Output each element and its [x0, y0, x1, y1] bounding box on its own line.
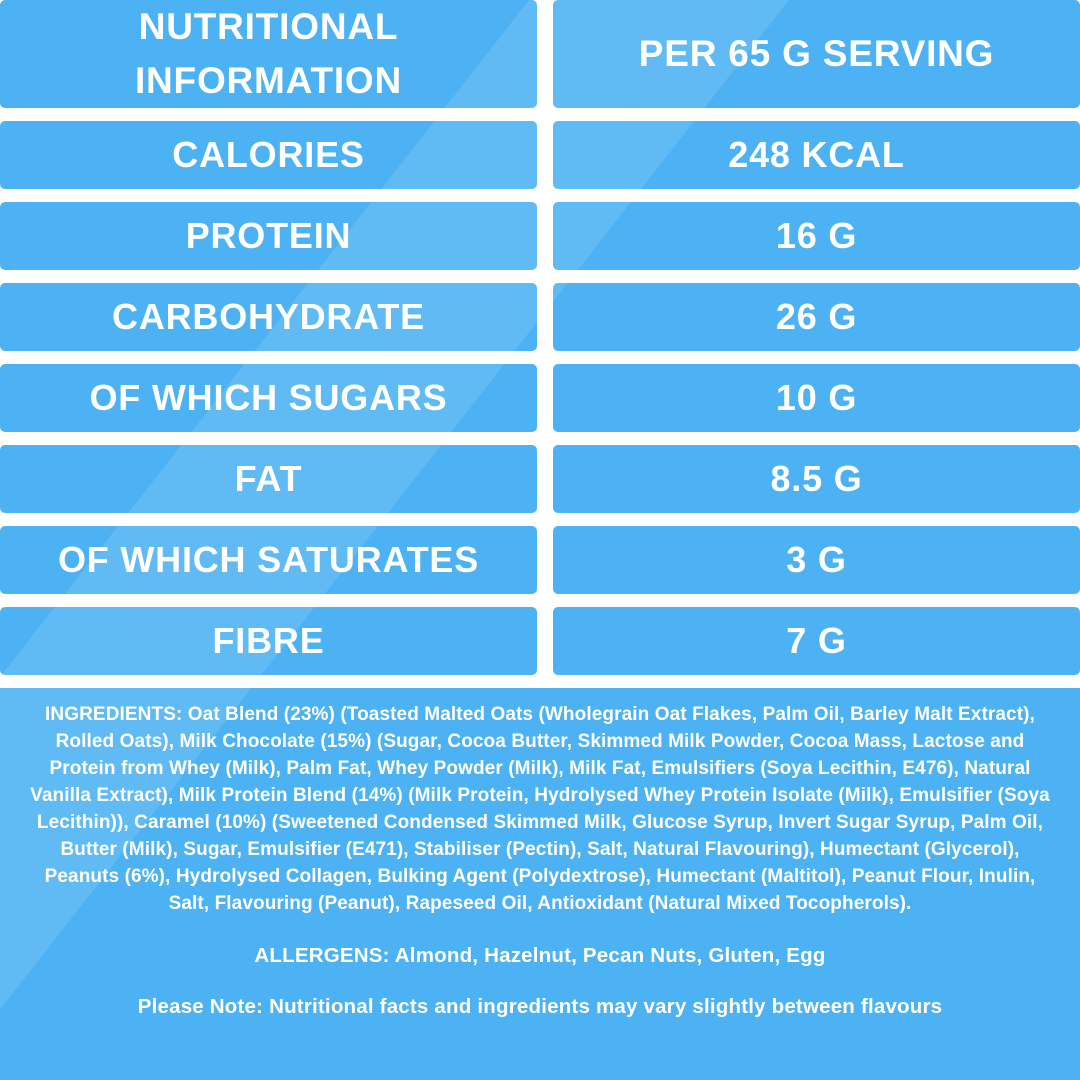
- row-value-calories: 248 KCAL: [553, 121, 1080, 189]
- row-value-fat: 8.5 G: [553, 445, 1080, 513]
- details-section: INGREDIENTS: Oat Blend (23%) (Toasted Ma…: [0, 688, 1080, 1019]
- row-value-fibre: 7 G: [553, 607, 1080, 675]
- header-cell-serving: PER 65 G SERVING: [553, 0, 1080, 108]
- row-value-saturates: 3 G: [553, 526, 1080, 594]
- row-label-sugars: OF WHICH SUGARS: [0, 364, 537, 432]
- row-label-protein: PROTEIN: [0, 202, 537, 270]
- row-value-protein: 16 G: [553, 202, 1080, 270]
- row-value-carbohydrate: 26 G: [553, 283, 1080, 351]
- ingredients-text: INGREDIENTS: Oat Blend (23%) (Toasted Ma…: [30, 704, 1050, 914]
- note-text: Please Note: Nutritional facts and ingre…: [137, 994, 943, 1018]
- allergens-text: ALLERGENS: Almond, Hazelnut, Pecan Nuts,…: [254, 943, 826, 967]
- row-label-carbohydrate: CARBOHYDRATE: [0, 283, 537, 351]
- nutrition-table: NUTRITIONAL INFORMATION PER 65 G SERVING…: [0, 0, 1080, 688]
- header-cell-title: NUTRITIONAL INFORMATION: [0, 0, 537, 108]
- row-label-saturates: OF WHICH SATURATES: [0, 526, 537, 594]
- row-label-fibre: FIBRE: [0, 607, 537, 675]
- row-label-fat: FAT: [0, 445, 537, 513]
- row-value-sugars: 10 G: [553, 364, 1080, 432]
- row-label-calories: CALORIES: [0, 121, 537, 189]
